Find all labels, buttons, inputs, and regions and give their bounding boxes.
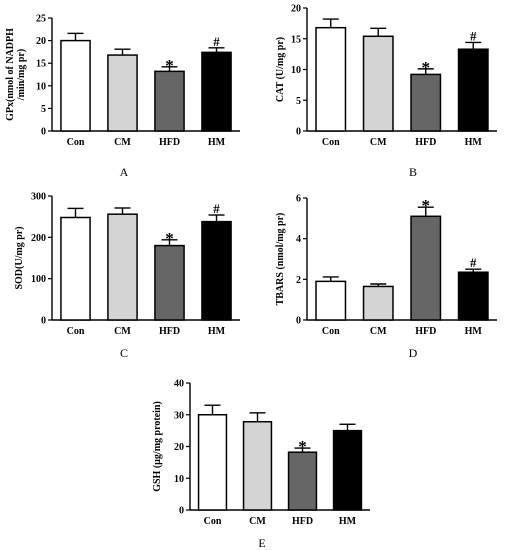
bar-hfd [410, 215, 442, 321]
y-axis-label: TBARS (nmol/mg pr) [275, 213, 286, 306]
bar-con [197, 414, 228, 511]
bar-con [60, 216, 91, 321]
x-tick-label: Con [204, 516, 222, 527]
y-tick-label: 10 [291, 65, 301, 76]
x-tick-label: HFD [159, 137, 180, 148]
x-tick-label: HFD [415, 326, 436, 337]
y-tick-label: 300 [31, 192, 46, 203]
significance-marker: * [298, 437, 307, 456]
bar-hm [457, 271, 489, 321]
significance-marker: # [213, 201, 220, 216]
bar-hm [201, 220, 232, 321]
x-tick-label: CM [370, 137, 387, 148]
bar-hm [457, 48, 489, 132]
x-tick-label: CM [249, 516, 266, 527]
panel-label: B [409, 165, 417, 179]
x-tick-label: Con [322, 137, 340, 148]
chart-panel-d: 0 2 4 6 Con CM HFD * HM # TBARS (nmol/mg pr) D [275, 194, 497, 360]
significance-marker: # [470, 255, 477, 270]
panel-label: D [409, 346, 418, 360]
y-tick-label: 10 [36, 81, 46, 92]
chart-panel-a: 0 5 10 15 20 25 Con CM HFD * HM # GPx(nmol of NADPH /… [5, 14, 240, 179]
x-tick-label: CM [370, 326, 387, 337]
y-axis-label: SOD(U/mg pr) [14, 226, 25, 289]
y-tick-label: 10 [174, 474, 184, 485]
bar-hm [201, 51, 232, 132]
bar-cm [107, 213, 138, 321]
y-tick-label: 20 [36, 36, 46, 47]
y-tick-label: 2 [296, 275, 301, 286]
y-axis-label: CAT (U/mg pr) [275, 37, 286, 102]
bar-cm [107, 54, 138, 132]
x-tick-label: HM [465, 137, 483, 148]
y-tick-label: 100 [31, 274, 46, 285]
bar-con [60, 39, 91, 132]
significance-marker: # [213, 34, 220, 49]
y-tick-label: 20 [174, 442, 184, 453]
bar-cm [242, 420, 273, 511]
bar-con [315, 280, 347, 321]
y-axis-label: /min/mg pr) [16, 49, 27, 101]
bar-hm [332, 429, 363, 511]
x-tick-label: Con [67, 326, 85, 337]
x-tick-label: HFD [415, 137, 436, 148]
x-tick-label: HFD [159, 326, 180, 337]
y-tick-label: 20 [291, 4, 301, 15]
chart-panel-e: 0 10 20 30 40 Con CM HFD * HM GSH (µg/mg protein) E [152, 379, 370, 550]
x-tick-label: HM [339, 516, 357, 527]
y-tick-label: 4 [296, 234, 301, 245]
y-tick-label: 0 [296, 127, 301, 138]
x-tick-label: HM [208, 137, 226, 148]
bar-hfd [154, 244, 185, 321]
y-tick-label: 5 [41, 104, 46, 115]
y-tick-label: 200 [31, 233, 46, 244]
y-tick-label: 5 [296, 96, 301, 107]
y-tick-label: 15 [291, 34, 301, 45]
y-tick-label: 15 [36, 59, 46, 70]
panel-label: E [258, 536, 265, 550]
y-tick-label: 6 [296, 194, 301, 205]
x-tick-label: HM [465, 326, 483, 337]
bar-con [315, 26, 347, 132]
bar-hfd [154, 70, 185, 132]
significance-marker: * [165, 56, 174, 75]
significance-marker: * [165, 229, 174, 248]
y-tick-label: 0 [179, 506, 184, 517]
y-tick-label: 25 [36, 14, 46, 25]
significance-marker: # [470, 28, 477, 43]
y-tick-label: 0 [41, 316, 46, 327]
y-tick-label: 40 [174, 379, 184, 390]
y-axis-label: GPx(nmol of NADPH [5, 28, 16, 121]
significance-marker: * [422, 58, 431, 77]
bar-cm [362, 285, 394, 321]
x-tick-label: HFD [292, 516, 313, 527]
chart-panel-c: 0 100 200 300 Con CM HFD * HM # SOD(U/mg pr) C [14, 192, 240, 360]
x-tick-label: Con [322, 326, 340, 337]
panel-label: C [120, 346, 128, 360]
x-tick-label: HM [208, 326, 226, 337]
panel-label: A [120, 165, 129, 179]
significance-marker: * [422, 196, 431, 215]
bar-hfd [287, 451, 318, 511]
bar-hfd [410, 73, 442, 132]
y-tick-label: 0 [41, 127, 46, 138]
y-tick-label: 30 [174, 410, 184, 421]
y-axis-label: GSH (µg/mg protein) [152, 401, 163, 492]
bar-cm [362, 35, 394, 132]
chart-panel-b: 0 5 10 15 20 Con CM HFD * HM # CAT (U/mg pr) B [275, 4, 497, 179]
x-tick-label: Con [67, 137, 85, 148]
y-tick-label: 0 [296, 316, 301, 327]
x-tick-label: CM [114, 326, 131, 337]
x-tick-label: CM [114, 137, 131, 148]
